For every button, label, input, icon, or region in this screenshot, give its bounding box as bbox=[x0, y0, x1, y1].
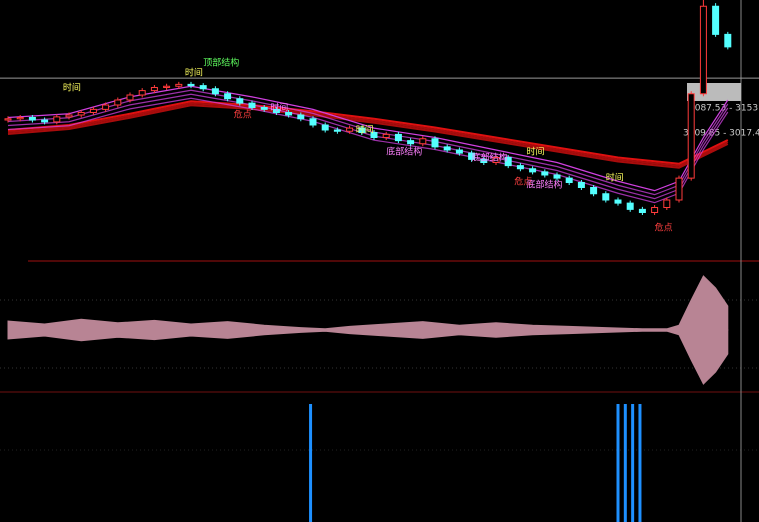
annotation: 危点 bbox=[514, 176, 532, 188]
candle-body bbox=[236, 98, 244, 104]
annotation: 时间 bbox=[606, 172, 624, 184]
price-range-label: 3009.85 - 3017.45 bbox=[683, 129, 759, 139]
candle-body bbox=[321, 124, 329, 131]
candle-body bbox=[577, 182, 585, 188]
annotation: 顶部结构 bbox=[203, 57, 239, 69]
candle-body bbox=[675, 177, 683, 201]
candle-body bbox=[272, 108, 280, 113]
annotation: 底部结构 bbox=[472, 152, 508, 164]
candle-body bbox=[382, 133, 390, 138]
annotation: 时间 bbox=[185, 67, 203, 79]
signal-bar bbox=[631, 404, 635, 522]
candle-body bbox=[370, 132, 378, 138]
candle-body bbox=[541, 171, 549, 176]
signal-bar bbox=[616, 404, 620, 522]
candle-body bbox=[565, 177, 573, 183]
candle-body bbox=[28, 117, 36, 121]
candle-body bbox=[260, 107, 268, 110]
candle-body bbox=[187, 83, 195, 87]
moving-average bbox=[7, 102, 729, 167]
candle-body bbox=[468, 152, 476, 160]
oscillator-area bbox=[7, 329, 729, 385]
candle-body bbox=[211, 88, 219, 95]
candle-body bbox=[138, 90, 146, 96]
candle-body bbox=[614, 199, 622, 204]
candle-body bbox=[333, 129, 341, 132]
candle-body bbox=[419, 138, 427, 145]
oscillator-area bbox=[7, 275, 729, 331]
candle-body bbox=[150, 87, 158, 92]
candle-body bbox=[248, 102, 256, 108]
candle-body bbox=[443, 146, 451, 151]
candle-body bbox=[41, 119, 49, 123]
candle-body bbox=[651, 207, 659, 213]
price-box bbox=[687, 83, 741, 101]
annotation: 时间 bbox=[63, 82, 81, 94]
candle-body bbox=[199, 85, 207, 90]
candle-body bbox=[309, 118, 317, 126]
candle-body bbox=[529, 168, 537, 173]
candle-body bbox=[626, 202, 634, 210]
candle-body bbox=[602, 193, 610, 201]
moving-average bbox=[7, 104, 729, 169]
candle-body bbox=[346, 127, 354, 132]
annotation: 底部结构 bbox=[527, 179, 563, 191]
candle-body bbox=[77, 112, 85, 116]
candle-body bbox=[285, 112, 293, 116]
annotation: 底部结构 bbox=[386, 146, 422, 158]
moving-average bbox=[7, 97, 729, 204]
candle-body bbox=[663, 199, 671, 208]
signal-bar bbox=[309, 404, 313, 522]
candle-body bbox=[89, 108, 97, 113]
moving-average bbox=[7, 100, 729, 165]
candle-body bbox=[65, 114, 73, 118]
signal-bar bbox=[638, 404, 642, 522]
candle-body bbox=[297, 114, 305, 120]
candle-body bbox=[590, 187, 598, 195]
candle-body bbox=[638, 208, 646, 213]
candle-body bbox=[53, 116, 61, 123]
candle-body bbox=[102, 104, 110, 110]
annotation: 危点 bbox=[234, 109, 252, 121]
candle-body bbox=[431, 138, 439, 148]
annotation: 时间 bbox=[527, 146, 545, 158]
price-range-label: 3087.53 - 3153.70 bbox=[689, 104, 759, 114]
candle-body bbox=[455, 149, 463, 154]
candle-body bbox=[16, 117, 24, 120]
candle-body bbox=[712, 5, 720, 35]
candle-body bbox=[553, 174, 561, 179]
candle-body bbox=[504, 157, 512, 167]
candle-body bbox=[407, 140, 415, 145]
candle-body bbox=[724, 33, 732, 48]
candle-body bbox=[175, 83, 183, 87]
annotation: 时间 bbox=[356, 124, 374, 136]
annotation: 时间 bbox=[270, 102, 288, 114]
candle-body bbox=[492, 157, 500, 163]
signal-bar bbox=[623, 404, 627, 522]
candle-body bbox=[224, 93, 232, 100]
candle-body bbox=[516, 165, 524, 170]
candle-body bbox=[699, 5, 707, 95]
candle-body bbox=[163, 85, 171, 88]
candle-body bbox=[4, 118, 12, 121]
candle-body bbox=[358, 127, 366, 133]
candle-body bbox=[114, 99, 122, 106]
annotation: 危点 bbox=[655, 222, 673, 234]
candle-body bbox=[687, 93, 695, 179]
candle-body bbox=[394, 133, 402, 142]
candle-body bbox=[480, 158, 488, 163]
candle-body bbox=[126, 94, 134, 101]
